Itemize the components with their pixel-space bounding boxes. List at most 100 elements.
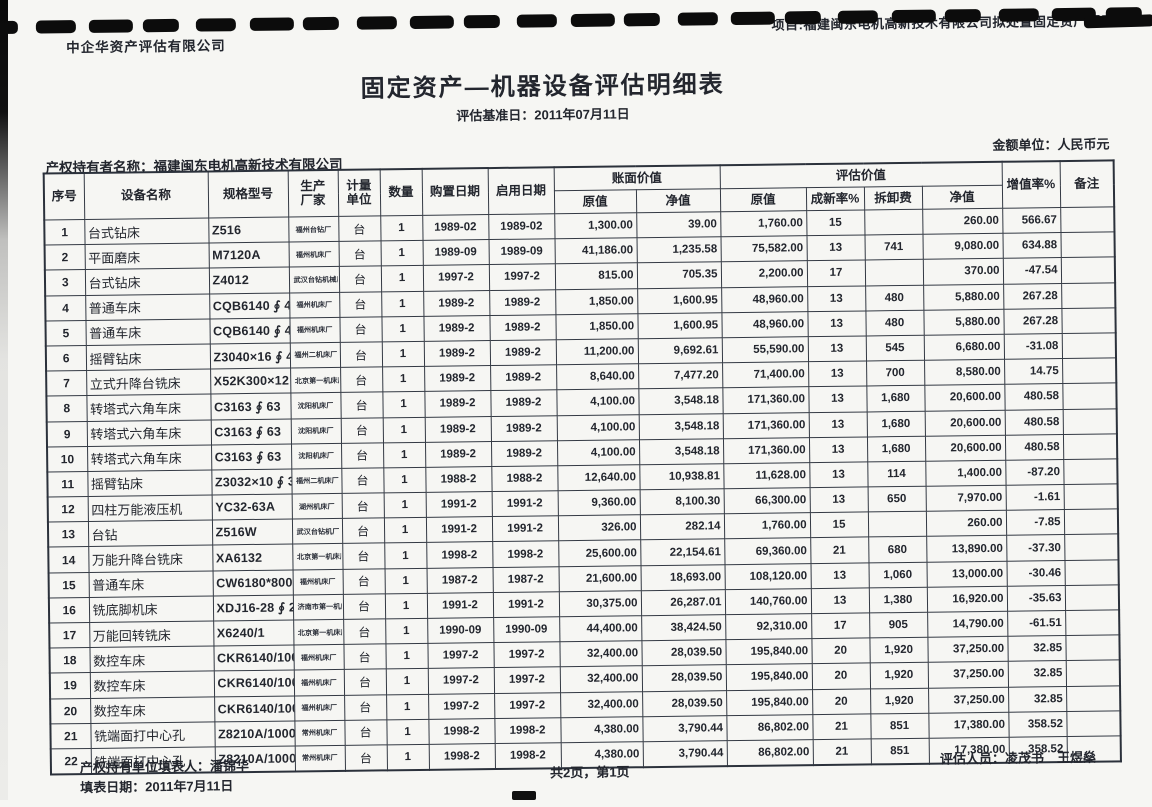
cell-seq: 9 xyxy=(46,420,88,447)
cell-remark xyxy=(1062,383,1117,410)
cell-book_net: 38,424.50 xyxy=(641,614,726,641)
cell-inc_rate: -31.08 xyxy=(1003,333,1063,360)
cell-maker: 福州机床厂 xyxy=(290,317,339,343)
cell-model: M7120A xyxy=(208,242,289,269)
cell-name: 摇臂钻床 xyxy=(85,343,211,371)
cell-eval_net: 14,790.00 xyxy=(927,611,1008,638)
cell-qty: 1 xyxy=(386,744,429,771)
cell-eval_orig: 171,360.00 xyxy=(722,386,809,414)
cell-book_net: 7,477.20 xyxy=(638,362,723,390)
cell-name: 转塔式六角车床 xyxy=(87,444,212,472)
cell-book_orig: 1,850.00 xyxy=(555,313,638,340)
cell-seq: 7 xyxy=(46,370,87,397)
cell-dismantle: 1,680 xyxy=(866,385,925,412)
binding-hole xyxy=(463,14,500,29)
cell-name: 转塔式六角车床 xyxy=(86,419,212,447)
cell-unit: 台 xyxy=(338,215,381,242)
cell-maker: 福州二机床厂 xyxy=(292,468,341,494)
cell-new_rate: 15 xyxy=(806,209,865,236)
cell-unit: 台 xyxy=(339,291,382,318)
cell-qty: 1 xyxy=(384,567,427,594)
binding-hole xyxy=(998,8,1039,22)
cell-inc_rate: -37.30 xyxy=(1006,534,1065,561)
cell-new_rate: 21 xyxy=(812,713,871,740)
col-header-name: 设备名称 xyxy=(83,171,209,220)
cell-new_rate: 13 xyxy=(807,285,866,312)
binding-hole xyxy=(837,10,878,24)
cell-book_net: 3,790.44 xyxy=(642,740,727,768)
cell-dismantle: 851 xyxy=(870,738,929,765)
cell-qty: 1 xyxy=(386,719,429,745)
cell-book_net: 28,039.50 xyxy=(641,665,727,692)
cell-eval_orig: 92,310.00 xyxy=(725,613,812,640)
cell-maker: 福州机床厂 xyxy=(293,569,342,595)
cell-model: C3163 ∮ 63 xyxy=(210,418,292,445)
col-header-use-date: 启用日期 xyxy=(487,167,555,215)
cell-inc_rate: -30.46 xyxy=(1006,560,1065,587)
cell-eval_orig: 75,582.00 xyxy=(720,235,807,263)
cell-book_orig: 8,640.00 xyxy=(556,363,639,391)
cell-eval_orig: 108,120.00 xyxy=(724,563,811,590)
cell-model: CQB6140 ∮ 400 xyxy=(209,292,290,319)
binding-hole xyxy=(891,9,936,24)
cell-eval_net: 37,250.00 xyxy=(927,661,1009,688)
appraisal-company: 中企华资产评估有限公司 xyxy=(66,38,226,56)
cell-model: CKR6140/1000 xyxy=(213,645,294,672)
binding-hole xyxy=(570,13,615,28)
cell-qty: 1 xyxy=(385,618,428,645)
cell-use_date: 1988-2 xyxy=(491,465,558,492)
cell-buy_date: 1991-2 xyxy=(425,491,492,518)
cell-unit: 台 xyxy=(338,241,381,267)
cell-maker: 北京第一机床厂 xyxy=(294,620,343,645)
cell-model: CKR6140/1000 xyxy=(214,695,295,722)
cell-use_date: 1989-02 xyxy=(488,213,555,240)
cell-use_date: 1989-2 xyxy=(489,339,557,366)
cell-maker: 福州二机床厂 xyxy=(291,342,339,368)
cell-buy_date: 1989-2 xyxy=(424,416,491,443)
cell-buy_date: 1989-2 xyxy=(424,390,491,417)
cell-dismantle: 114 xyxy=(867,461,926,488)
cell-model: XDJ16-28 ∮ 24 xyxy=(212,594,294,621)
cell-model: XA6132 xyxy=(212,544,293,571)
cell-maker: 福州机床厂 xyxy=(295,670,343,695)
cell-inc_rate: 267.28 xyxy=(1003,308,1062,335)
cell-unit: 台 xyxy=(344,744,388,771)
cell-name: 立式升降台铣床 xyxy=(86,369,211,396)
cell-eval_orig: 195,840.00 xyxy=(725,664,813,691)
cell-remark xyxy=(1064,584,1120,611)
cell-eval_orig: 171,360.00 xyxy=(722,412,809,439)
cell-remark xyxy=(1060,206,1115,233)
cell-remark xyxy=(1062,358,1117,384)
col-header-dismantle-fee: 拆卸费 xyxy=(863,186,923,210)
cell-qty: 1 xyxy=(385,668,429,695)
cell-book_net: 18,693.00 xyxy=(640,564,725,591)
cell-unit: 台 xyxy=(342,568,385,595)
cell-dismantle: 1,060 xyxy=(868,561,927,588)
cell-name: 转塔式六角车床 xyxy=(86,394,211,421)
cell-seq: 3 xyxy=(44,269,86,296)
cell-remark xyxy=(1060,257,1116,284)
cell-new_rate: 13 xyxy=(808,386,867,413)
cell-eval_orig: 86,802.00 xyxy=(726,739,813,767)
cell-unit: 台 xyxy=(340,392,383,418)
cell-eval_orig: 48,960.00 xyxy=(721,286,808,313)
cell-maker: 福州机床厂 xyxy=(295,695,344,721)
cell-buy_date: 1989-2 xyxy=(423,340,491,367)
cell-model: CQB6140 ∮ 400 xyxy=(209,317,290,344)
cell-name: 铣端面打中心孔 xyxy=(90,721,215,749)
cell-buy_date: 1989-2 xyxy=(424,365,491,392)
cell-unit: 台 xyxy=(339,316,382,343)
cell-seq: 2 xyxy=(44,244,85,271)
cell-buy_date: 1997-2 xyxy=(428,693,495,720)
cell-new_rate: 13 xyxy=(806,235,865,262)
cell-qty: 1 xyxy=(383,517,427,544)
cell-remark xyxy=(1065,635,1120,661)
cell-remark xyxy=(1060,232,1115,258)
cell-buy_date: 1988-2 xyxy=(425,466,492,493)
cell-seq: 10 xyxy=(47,446,88,472)
cell-dismantle: 545 xyxy=(865,335,925,362)
cell-book_net: 1,235.58 xyxy=(636,236,721,264)
cell-use_date: 1990-09 xyxy=(493,616,560,643)
cell-inc_rate: 14.75 xyxy=(1004,358,1063,385)
cell-name: 万能升降台铣床 xyxy=(88,545,213,573)
